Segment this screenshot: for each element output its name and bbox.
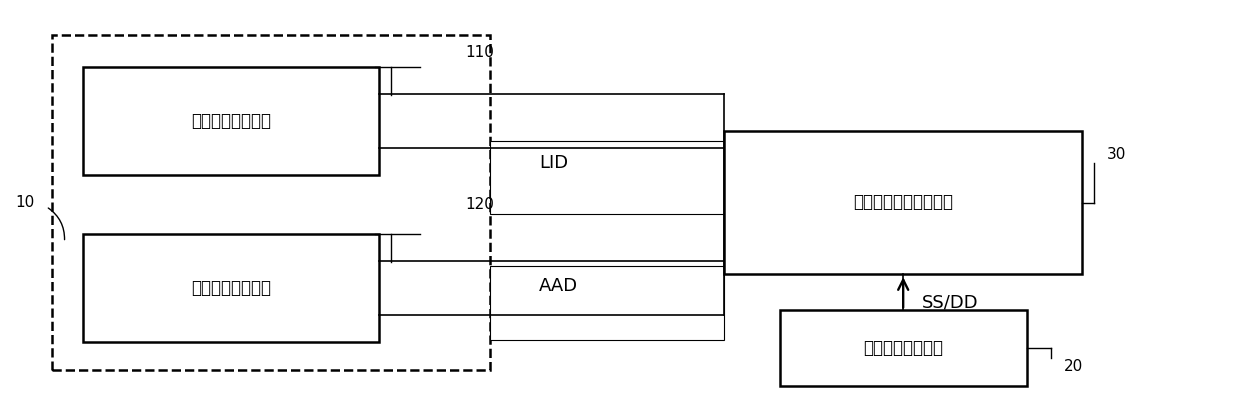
Text: SS/DD: SS/DD (922, 293, 979, 311)
Bar (83, 67, 379, 175)
Bar (489, 141, 725, 215)
FancyArrowPatch shape (48, 208, 64, 240)
Bar (725, 130, 1082, 275)
Text: 10: 10 (15, 195, 35, 210)
Text: 120: 120 (466, 197, 494, 212)
Text: 30: 30 (1106, 147, 1126, 162)
Bar (52, 35, 489, 370)
Text: 天线位置采集模块: 天线位置采集模块 (191, 112, 271, 130)
Bar (779, 310, 1027, 386)
Text: 天线姿态采集模块: 天线姿态采集模块 (191, 279, 271, 297)
Text: 运营商网络服务器: 运营商网络服务器 (864, 339, 943, 357)
Text: AAD: AAD (539, 277, 579, 295)
Text: 110: 110 (466, 45, 494, 60)
Text: 天线覆盖异变监测装置: 天线覆盖异变监测装置 (854, 194, 953, 211)
Text: LID: LID (539, 153, 569, 172)
Text: 20: 20 (1063, 359, 1083, 374)
Bar (489, 266, 725, 340)
Bar (83, 234, 379, 342)
